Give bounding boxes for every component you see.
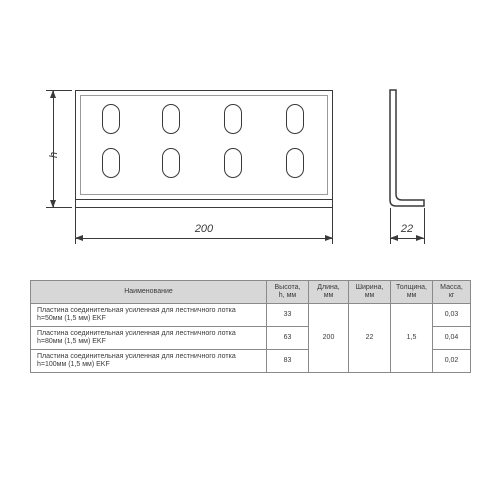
cell-name: Пластина соединительная усиленная для ле… <box>31 327 267 350</box>
slot <box>162 148 180 178</box>
slot <box>102 148 120 178</box>
slot <box>102 104 120 134</box>
side-view <box>384 88 444 218</box>
table-header-row: Наименование Высота,h, мм Длина,мм Ширин… <box>31 281 471 304</box>
cell-mass: 0,04 <box>433 327 471 350</box>
slot <box>286 148 304 178</box>
col-width: Ширина,мм <box>349 281 391 304</box>
col-thickness: Толщина,мм <box>391 281 433 304</box>
cell-height: 63 <box>267 327 309 350</box>
col-length: Длина,мм <box>309 281 349 304</box>
slot <box>224 148 242 178</box>
cell-thickness-shared: 1,5 <box>391 304 433 373</box>
dim-label-length: 200 <box>75 223 333 235</box>
slot <box>286 104 304 134</box>
cell-height: 83 <box>267 350 309 373</box>
dim-label-width: 22 <box>384 223 430 235</box>
col-mass: Масса,кг <box>433 281 471 304</box>
cell-width-shared: 22 <box>349 304 391 373</box>
cell-name: Пластина соединительная усиленная для ле… <box>31 350 267 373</box>
col-name: Наименование <box>31 281 267 304</box>
spec-table: Наименование Высота,h, мм Длина,мм Ширин… <box>30 280 471 373</box>
dim-label-height: h <box>48 152 60 158</box>
slot <box>162 104 180 134</box>
cell-mass: 0,02 <box>433 350 471 373</box>
slot <box>224 104 242 134</box>
drawing-canvas: h 200 22 Наименование Высота,h, мм Длина… <box>0 0 500 500</box>
cell-name: Пластина соединительная усиленная для ле… <box>31 304 267 327</box>
front-view-base-lip <box>75 200 333 208</box>
cell-length-shared: 200 <box>309 304 349 373</box>
col-height: Высота,h, мм <box>267 281 309 304</box>
cell-height: 33 <box>267 304 309 327</box>
table-row: Пластина соединительная усиленная для ле… <box>31 304 471 327</box>
cell-mass: 0,03 <box>433 304 471 327</box>
